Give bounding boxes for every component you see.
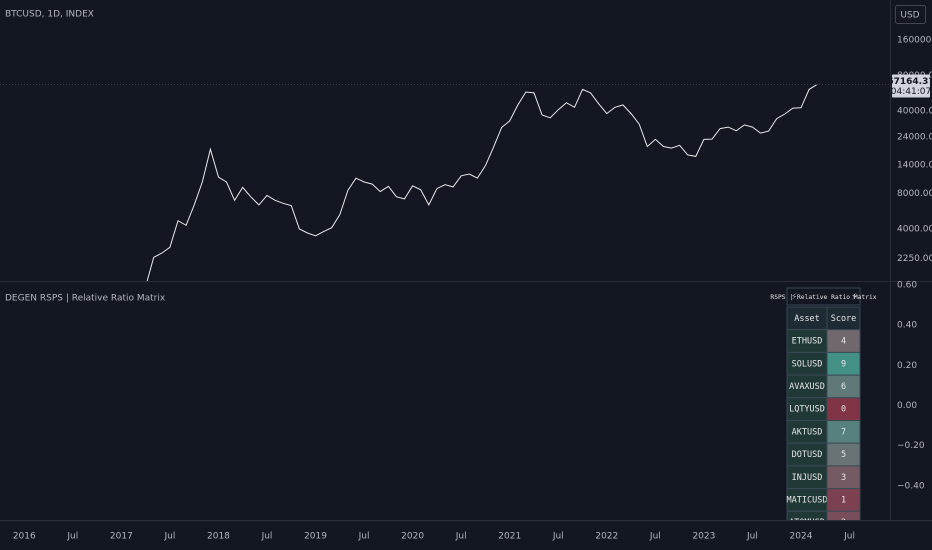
x-tick-label: 2024 xyxy=(790,532,813,542)
x-tick-label: Jul xyxy=(746,532,758,542)
last-price: 67164.37 xyxy=(887,77,932,87)
y-tick-label: 160000.00 xyxy=(897,35,932,45)
y-tick-label: 40000.00 xyxy=(897,107,932,117)
y-tick-label: 2250.00 xyxy=(897,254,932,264)
y-tick-label: 24000.00 xyxy=(897,133,932,143)
indicator-y-tick-label: −0.40 xyxy=(897,481,925,491)
indicator-y-tick-label: 0.00 xyxy=(897,401,917,411)
indicator-y-tick-label: 0.60 xyxy=(897,281,917,291)
x-tick-label: 2021 xyxy=(498,532,521,542)
score: 3 xyxy=(841,473,846,483)
table-title: RSPS | Relative Ratio Matrix xyxy=(770,294,876,301)
x-tick-label: Jul xyxy=(455,532,467,542)
score: 7 xyxy=(841,427,846,437)
asset-cell xyxy=(786,510,828,520)
asset-name: AVAXUSD xyxy=(789,382,825,392)
score: 2 xyxy=(841,518,846,528)
asset-name: LQTYUSD xyxy=(789,405,825,415)
asset-name: ETHUSD xyxy=(792,337,823,347)
price-pane xyxy=(146,83,818,281)
score: 9 xyxy=(841,359,846,369)
x-tick-label: Jul xyxy=(843,532,855,542)
column-header: Asset xyxy=(794,314,820,324)
asset-name: ATOMUSD xyxy=(789,518,825,528)
x-tick-label: Jul xyxy=(66,532,78,542)
indicator-title[interactable]: DEGEN RSPS | Relative Ratio Matrix xyxy=(5,294,166,304)
indicator-y-tick-label: 0.40 xyxy=(897,321,917,331)
asset-name: DOTUSD xyxy=(792,450,823,460)
indicator-y-tick-label: 0.20 xyxy=(897,361,917,371)
x-tick-label: 2020 xyxy=(401,532,424,542)
x-tick-label: Jul xyxy=(649,532,661,542)
table-title-cell xyxy=(786,287,861,306)
x-tick-label: 2017 xyxy=(110,532,133,542)
last-price-box xyxy=(892,74,930,98)
score: 0 xyxy=(841,405,846,415)
x-tick-label: Jul xyxy=(261,532,273,542)
price-line xyxy=(146,83,818,281)
asset-name: SOLUSD xyxy=(792,359,823,369)
column-header: Score xyxy=(831,314,857,324)
currency-box[interactable] xyxy=(895,5,926,24)
asset-name: AKTUSD xyxy=(792,427,823,437)
score: 1 xyxy=(841,495,846,505)
indicator-y-tick-label: −0.20 xyxy=(897,441,925,451)
x-tick-label: 2018 xyxy=(207,532,230,542)
asset-name: MATICUSD xyxy=(787,495,828,505)
x-tick-label: Jul xyxy=(552,532,564,542)
x-tick-label: 2016 xyxy=(13,532,36,542)
x-tick-label: 2023 xyxy=(692,532,715,542)
x-tick-label: 2019 xyxy=(304,532,327,542)
currency[interactable]: USD xyxy=(900,11,919,21)
y-tick-label: 4000.00 xyxy=(897,225,932,235)
countdown: 04:41:07 xyxy=(891,87,931,97)
matrix-table: ⚡ ⚡RSPS | Relative Ratio Matrix Asset Score… xyxy=(770,287,877,528)
score: 4 xyxy=(841,337,846,347)
symbol-title[interactable]: BTCUSD, 1D, INDEX xyxy=(5,10,94,20)
score: 6 xyxy=(841,382,846,392)
x-tick-label: Jul xyxy=(358,532,370,542)
score: 5 xyxy=(841,450,846,460)
asset-name: INJUSD xyxy=(792,473,823,483)
y-tick-label: 14000.00 xyxy=(897,160,932,170)
x-tick-label: 2022 xyxy=(595,532,618,542)
score-cell xyxy=(826,510,861,520)
x-tick-label: Jul xyxy=(163,532,175,542)
y-tick-label: 8000.00 xyxy=(897,189,932,199)
lightning-icon: ⚡ xyxy=(791,293,797,303)
lightning-icon: ⚡ xyxy=(851,293,857,303)
